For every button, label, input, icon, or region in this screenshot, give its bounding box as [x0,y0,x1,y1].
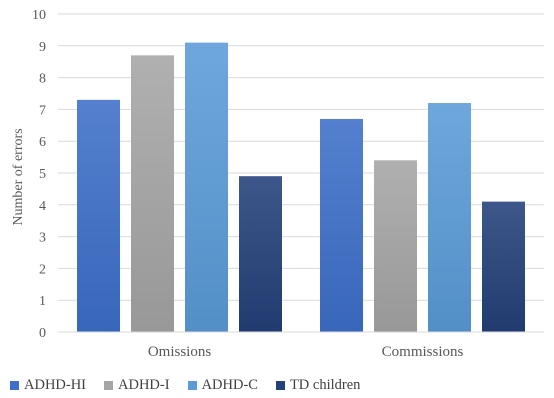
bar-chart: 0 1 2 3 4 5 6 7 8 9 10 Omissions Commissions Number… [11,8,544,360]
x-axis-categories: Omissions Commissions [148,344,464,360]
legend-item: ADHD-HI [10,377,86,394]
y-tick-label: 9 [39,40,46,55]
y-tick-label: 10 [32,8,46,23]
legend-item: ADHD-I [104,377,170,394]
legend-label: ADHD-I [118,376,170,393]
y-tick-label: 4 [39,199,46,214]
y-tick-label: 5 [39,167,46,182]
legend: ADHD-HI ADHD-I ADHD-C TD children [10,375,378,395]
legend-label: ADHD-C [201,376,258,393]
y-tick-label: 3 [39,231,46,246]
bar-adhd-hi-commissions [320,118,363,332]
legend-swatch [187,380,197,390]
legend-label: TD children [289,376,361,393]
y-axis-ticks: 0 1 2 3 4 5 6 7 8 9 10 [32,8,46,341]
legend-swatch [10,380,19,390]
bar-adhd-hi-omissions [77,99,120,332]
bar-adhd-i-commissions [374,160,417,332]
y-axis-label: Number of errors [11,128,26,225]
y-tick-label: 1 [39,294,46,309]
legend-label: ADHD-HI [24,376,87,393]
y-tick-label: 7 [39,103,46,118]
bar-td-children-omissions [239,176,282,332]
y-tick-label: 0 [39,326,46,341]
gridlines [58,13,544,301]
legend-swatch [104,380,114,390]
y-tick-label: 2 [39,262,46,277]
bar-adhd-i-omissions [131,55,174,333]
bar-td-children-commissions [482,201,525,332]
y-tick-label: 8 [39,72,46,87]
y-tick-label: 6 [39,135,46,150]
x-category-label: Omissions [148,344,212,360]
bars [77,42,525,333]
legend-item: ADHD-C [187,376,258,394]
bar-adhd-c-omissions [185,42,228,333]
bar-adhd-c-commissions [428,103,471,332]
legend-swatch [275,380,285,390]
legend-item: TD children [275,376,361,394]
x-category-label: Commissions [382,344,464,360]
